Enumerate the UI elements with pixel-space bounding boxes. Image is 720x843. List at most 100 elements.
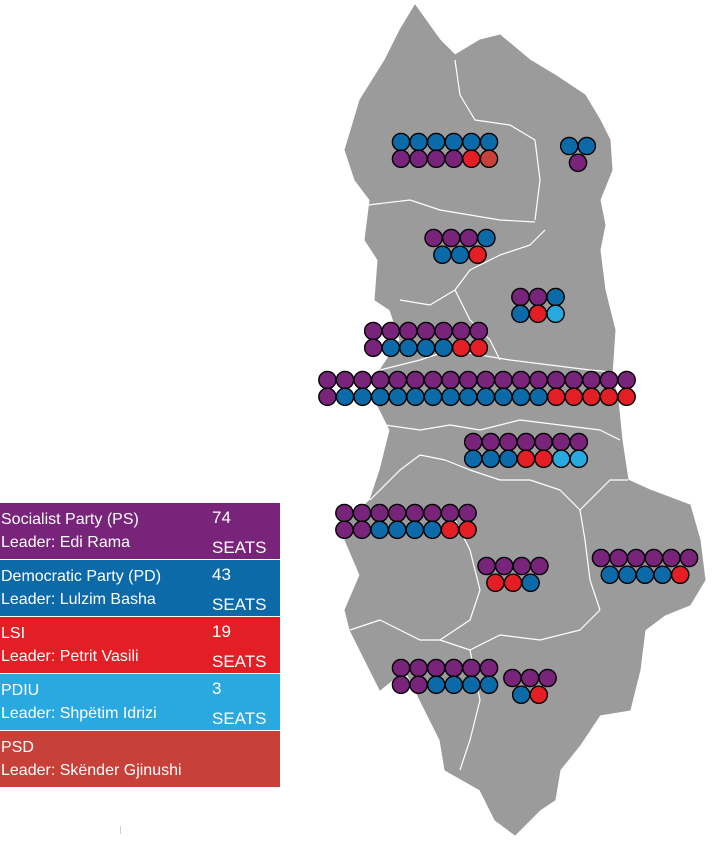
seat-dot-ps bbox=[352, 503, 372, 523]
seat-dot-ps bbox=[426, 658, 446, 678]
seat-count: 19 bbox=[212, 622, 231, 641]
seat-dot-pd bbox=[499, 449, 518, 469]
seat-dot-ps bbox=[569, 432, 589, 452]
seat-dot-ps bbox=[479, 658, 499, 678]
seat-dot-ps bbox=[444, 658, 464, 678]
seat-dot-pd bbox=[450, 245, 470, 265]
seat-dot-ps bbox=[409, 149, 428, 169]
seat-dot-pd bbox=[476, 387, 496, 407]
border-lezhe-durres bbox=[399, 229, 546, 306]
seat-dot-ps bbox=[609, 548, 628, 568]
seat-dot-pd bbox=[481, 449, 501, 469]
party-leader: Leader: Edi Rama bbox=[1, 534, 130, 551]
seat-dot-lsi bbox=[516, 449, 536, 469]
seat-dot-ps bbox=[353, 370, 372, 390]
border-vlore-north bbox=[349, 619, 440, 641]
seat-dot-ps bbox=[363, 338, 383, 358]
seat-dot-pd bbox=[426, 132, 446, 152]
party-name: PDIU bbox=[1, 682, 40, 699]
seat-count: 3 bbox=[212, 679, 222, 698]
seat-dot-pd bbox=[441, 387, 460, 407]
seat-dot-pd bbox=[381, 338, 401, 358]
seat-dot-ps bbox=[363, 321, 383, 341]
seat-dot-psd bbox=[479, 149, 499, 169]
legend-row-ps: Socialist Party (PS) Leader: Edi Rama 74… bbox=[0, 503, 280, 559]
seat-dot-pd bbox=[434, 338, 453, 358]
seat-unit: SEATS bbox=[212, 538, 267, 557]
seat-dot-ps bbox=[546, 370, 566, 390]
seat-dot-ps bbox=[352, 520, 372, 540]
seat-dot-ps bbox=[534, 432, 553, 452]
seat-dot-ps bbox=[441, 370, 460, 390]
seat-dot-ps bbox=[335, 520, 354, 540]
seat-dot-pd bbox=[405, 520, 425, 540]
party-name: Socialist Party (PS) bbox=[1, 511, 139, 528]
seat-dot-ps bbox=[387, 503, 407, 523]
border-shkoder-lezhe bbox=[367, 199, 536, 223]
seat-dot-pd bbox=[479, 675, 499, 695]
seat-dot-pd bbox=[577, 136, 597, 156]
party-leader: Leader: Skënder Gjinushi bbox=[1, 762, 182, 779]
seat-dot-pdiu bbox=[551, 449, 571, 469]
seat-dot-ps bbox=[388, 370, 408, 390]
seat-dot-ps bbox=[451, 321, 471, 341]
seat-dot-ps bbox=[599, 370, 619, 390]
party-leader: Leader: Shpëtim Idrizi bbox=[1, 705, 157, 722]
seat-dot-ps bbox=[530, 556, 549, 576]
seat-dot-pd bbox=[511, 387, 531, 407]
seat-dot-ps bbox=[644, 548, 664, 568]
seat-dot-ps bbox=[481, 432, 501, 452]
legend-row-lsi: LSI Leader: Petrit Vasili 19 SEATS bbox=[0, 617, 280, 673]
seat-dot-pd bbox=[462, 675, 481, 695]
seat-dot-ps bbox=[440, 503, 460, 523]
border-gjirokaster bbox=[439, 609, 601, 651]
seat-dot-pd bbox=[370, 387, 390, 407]
seat-dot-lsi bbox=[599, 387, 619, 407]
party-name: Democratic Party (PD) bbox=[1, 568, 162, 585]
border-shkoder-kukes bbox=[454, 59, 541, 221]
seat-dot-ps bbox=[416, 321, 436, 341]
seat-dot-ps bbox=[503, 668, 522, 688]
seat-dot-pd bbox=[423, 387, 443, 407]
seat-dot-ps bbox=[423, 370, 443, 390]
seat-dot-pd bbox=[479, 132, 499, 152]
legend-row-psd: PSD Leader: Skënder Gjinushi bbox=[0, 731, 280, 787]
seat-dot-lsi bbox=[670, 565, 690, 585]
country-shape bbox=[344, 4, 706, 836]
seat-dot-pd bbox=[409, 132, 428, 152]
seat-dot-pd bbox=[462, 132, 481, 152]
seat-dot-ps bbox=[406, 370, 425, 390]
seat-dot-ps bbox=[391, 658, 411, 678]
seat-dot-ps bbox=[499, 432, 518, 452]
seat-dot-ps bbox=[381, 321, 401, 341]
party-name: PSD bbox=[1, 739, 34, 756]
seat-dot-lsi bbox=[486, 573, 505, 593]
seat-dot-pd bbox=[477, 228, 496, 248]
seat-dot-pd bbox=[521, 573, 540, 593]
seat-dot-lsi bbox=[529, 685, 549, 705]
party-leader: Leader: Petrit Vasili bbox=[1, 648, 139, 665]
seat-dot-ps bbox=[528, 287, 548, 307]
seat-dot-ps bbox=[538, 668, 557, 688]
seat-dot-ps bbox=[335, 370, 355, 390]
seat-dot-pd bbox=[353, 387, 372, 407]
seat-dot-lsi bbox=[440, 520, 460, 540]
seat-dot-lsi bbox=[617, 387, 636, 407]
seat-dot-ps bbox=[551, 432, 571, 452]
seat-dot-ps bbox=[458, 370, 478, 390]
seat-dot-ps bbox=[423, 503, 442, 523]
seat-count: 43 bbox=[212, 565, 231, 584]
seat-dot-pd bbox=[391, 132, 411, 152]
seat-unit: SEATS bbox=[212, 709, 267, 728]
seat-dot-ps bbox=[370, 503, 389, 523]
seat-dot-pdiu bbox=[546, 304, 565, 324]
seat-dot-ps bbox=[459, 228, 479, 248]
seat-unit: SEATS bbox=[212, 652, 267, 671]
seat-dot-pd bbox=[635, 565, 655, 585]
seat-dot-lsi bbox=[451, 338, 471, 358]
seat-dot-lsi bbox=[564, 387, 584, 407]
seat-dot-ps bbox=[511, 370, 531, 390]
party-leader: Leader: Lulzim Basha bbox=[1, 591, 156, 608]
seat-dot-ps bbox=[564, 370, 584, 390]
